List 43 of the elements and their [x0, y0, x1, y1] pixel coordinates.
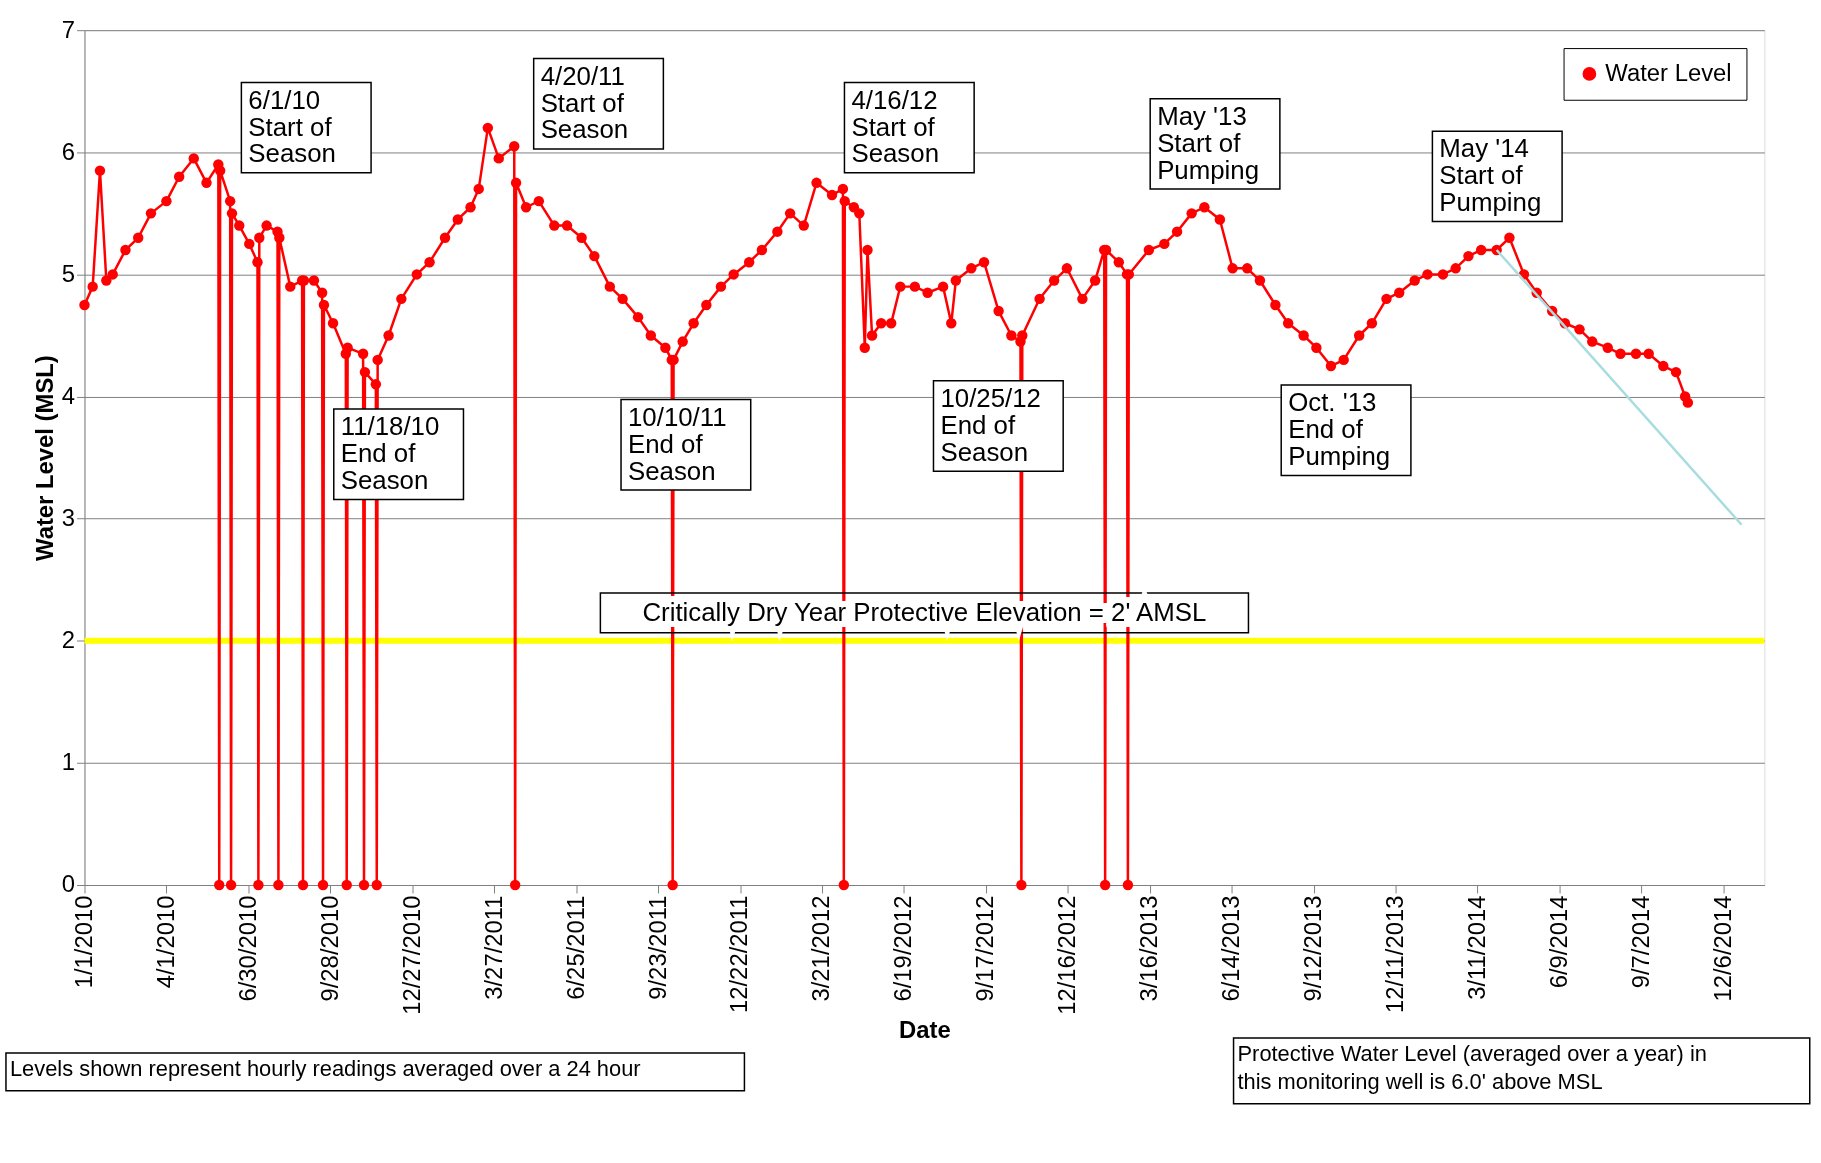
x-tick-label: 1/1/2010	[69, 895, 97, 989]
y-axis-title: Water Level (MSL)	[30, 355, 58, 561]
x-tick-label: 9/17/2012	[971, 895, 999, 1002]
x-tick-label: 4/1/2010	[151, 895, 179, 989]
x-tick-label: 12/6/2014	[1708, 895, 1736, 1002]
annotation: May '13 Start of Pumping	[1157, 101, 1260, 184]
annotation: 10/25/12 End of Season	[940, 384, 1041, 466]
annotation: 11/18/10 End of Season	[340, 412, 440, 494]
annotation: 4/16/12 Start of Season	[851, 85, 940, 168]
text: Levels shown represent hourly readings averaged over a 24 hour	[9, 1055, 641, 1081]
y-tick-label: 6	[61, 137, 76, 165]
x-tick-label: 12/11/2013	[1381, 895, 1409, 1014]
x-tick-label: 3/21/2012	[807, 895, 835, 1002]
y-tick-label: 4	[61, 381, 76, 409]
annotation: Oct. '13 End of Pumping	[1288, 388, 1391, 471]
x-tick-label: 12/27/2010	[397, 895, 425, 1015]
annotation: 4/20/11 Start of Season	[540, 61, 629, 144]
x-tick-label: 6/30/2010	[233, 895, 261, 1002]
y-tick-label: 7	[61, 15, 76, 43]
x-tick-label: 9/28/2010	[315, 895, 343, 1002]
y-tick-label: 3	[61, 504, 76, 532]
annotation: 6/1/10 Start of Season	[248, 85, 336, 168]
y-tick-label: 1	[61, 748, 76, 776]
x-tick-label: 9/12/2013	[1299, 895, 1327, 1002]
x-tick-label: 9/23/2011	[643, 895, 671, 1000]
x-tick-label: 12/16/2012	[1053, 895, 1081, 1015]
y-tick-label: 5	[61, 259, 76, 287]
x-tick-label: 12/22/2011	[725, 895, 753, 1014]
x-tick-label: 3/27/2011	[479, 895, 507, 1000]
x-tick-label: 3/11/2014	[1462, 895, 1490, 1000]
annotation: 10/10/11 End of Season	[627, 402, 727, 485]
x-tick-label: 3/16/2013	[1135, 895, 1163, 1002]
x-tick-label: 6/19/2012	[889, 895, 917, 1002]
x-tick-label: 6/14/2013	[1217, 895, 1245, 1002]
x-axis-title: Date	[899, 1015, 951, 1043]
y-tick-label: 2	[61, 626, 76, 654]
x-tick-label: 9/7/2014	[1626, 895, 1654, 989]
x-tick-label: 6/9/2014	[1544, 895, 1572, 989]
x-tick-label: 6/25/2011	[561, 895, 589, 1000]
text: Protective Water Level (averaged over a year) in this monitoring well is 6.0' above MSL	[1237, 1040, 1707, 1094]
legend-label: Water Level	[1605, 58, 1732, 86]
y-tick-label: 0	[61, 870, 76, 898]
annotation: May '14 Start of Pumping	[1439, 134, 1542, 217]
